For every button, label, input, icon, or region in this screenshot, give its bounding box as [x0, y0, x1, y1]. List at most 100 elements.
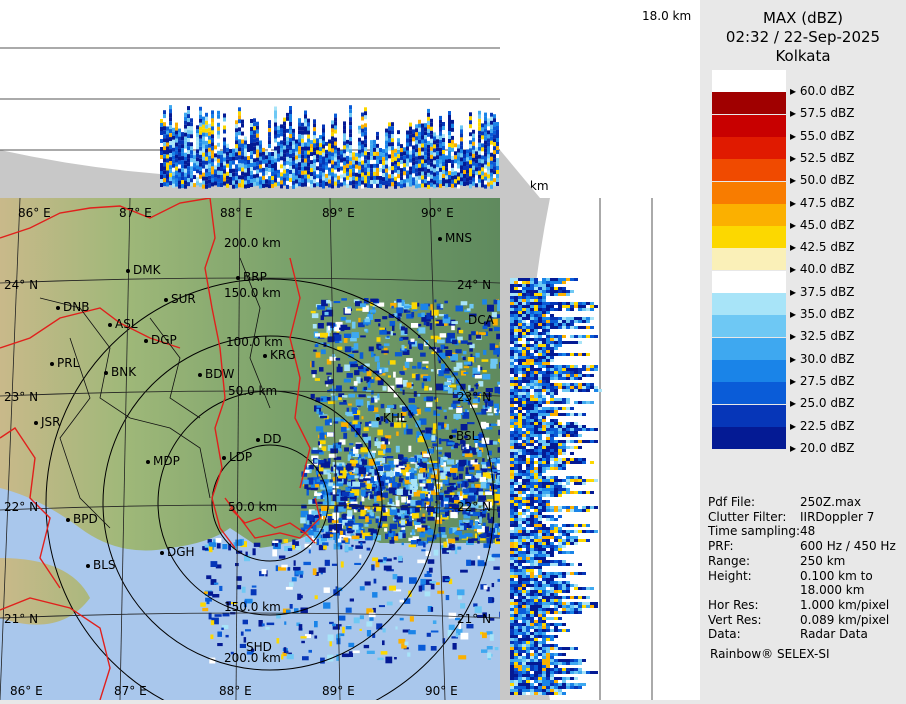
profile-echo-cell: [510, 332, 514, 335]
profile-echo-cell: [391, 178, 394, 182]
profile-echo-cell: [250, 159, 253, 163]
profile-echo-cell: [283, 134, 286, 138]
radar-echo-cell: [370, 310, 376, 313]
profile-echo-cell: [518, 347, 522, 350]
radar-echo-cell: [366, 368, 369, 371]
profile-echo-cell: [522, 368, 526, 371]
profile-echo-cell: [514, 572, 518, 575]
profile-echo-cell: [178, 165, 181, 169]
profile-echo-cell: [211, 138, 214, 142]
profile-echo-cell: [313, 167, 316, 171]
profile-echo-cell: [550, 284, 554, 287]
profile-echo-cell: [469, 136, 472, 140]
radar-echo-cell: [444, 382, 451, 386]
profile-echo-cell: [274, 127, 277, 131]
profile-echo-cell: [534, 410, 538, 413]
profile-echo-cell: [510, 386, 514, 389]
profile-echo-cell: [518, 341, 522, 344]
profile-echo-cell: [542, 539, 546, 542]
profile-echo-cell: [542, 308, 546, 311]
profile-echo-cell: [514, 650, 518, 653]
radar-echo-cell: [384, 368, 388, 372]
profile-echo-cell: [298, 162, 301, 166]
profile-echo-cell: [472, 134, 475, 138]
profile-echo-cell: [518, 344, 522, 347]
profile-echo-cell: [247, 176, 250, 180]
profile-echo-cell: [331, 172, 334, 176]
radar-echo-cell: [424, 397, 427, 401]
profile-echo-cell: [163, 134, 166, 138]
profile-echo-cell: [223, 174, 226, 178]
profile-echo-cell: [510, 362, 514, 365]
profile-echo-cell: [436, 147, 439, 151]
profile-echo-cell: [570, 434, 574, 437]
profile-echo-cell: [307, 147, 310, 151]
profile-echo-cell: [301, 175, 304, 179]
profile-echo-cell: [199, 139, 202, 143]
profile-echo-cell: [355, 165, 358, 169]
profile-echo-cell: [518, 542, 522, 545]
profile-echo-cell: [554, 440, 558, 443]
profile-echo-cell: [232, 157, 235, 161]
profile-echo-cell: [298, 178, 301, 182]
radar-echo-cell: [390, 360, 396, 365]
profile-echo-cell: [534, 533, 538, 536]
profile-echo-cell: [518, 410, 522, 413]
profile-echo-cell: [187, 178, 190, 182]
profile-echo-cell: [518, 401, 522, 404]
profile-echo-cell: [202, 177, 205, 181]
profile-echo-cell: [493, 118, 496, 122]
radar-echo-cell: [483, 350, 486, 355]
profile-echo-cell: [522, 362, 526, 365]
profile-echo-cell: [538, 332, 542, 335]
profile-echo-cell: [526, 614, 530, 617]
profile-echo-cell: [538, 467, 542, 470]
profile-echo-cell: [289, 182, 292, 186]
profile-echo-cell: [514, 299, 518, 302]
profile-echo-cell: [526, 374, 530, 377]
profile-echo-cell: [244, 181, 247, 185]
radar-map[interactable]: 86° E 87° E 88° E 89° E 90° E 86° E 87° …: [0, 198, 500, 700]
profile-echo-cell: [546, 503, 550, 506]
profile-echo-cell: [286, 169, 289, 173]
profile-echo-cell: [496, 154, 499, 158]
profile-echo-cell: [518, 521, 522, 524]
profile-echo-cell: [226, 152, 229, 156]
profile-echo-cell: [562, 563, 566, 566]
radar-echo-cell: [496, 410, 499, 412]
profile-echo-cell: [546, 377, 550, 380]
profile-echo-cell: [534, 335, 538, 338]
profile-echo-cell: [514, 308, 518, 311]
profile-echo-cell: [337, 184, 340, 188]
profile-echo-cell: [518, 284, 522, 287]
profile-echo-cell: [522, 290, 526, 293]
profile-echo-cell: [286, 153, 289, 157]
profile-echo-cell: [522, 563, 526, 566]
profile-echo-cell: [530, 389, 534, 392]
profile-echo-cell: [530, 620, 534, 623]
profile-echo-cell: [196, 145, 199, 149]
profile-echo-cell: [510, 401, 514, 404]
profile-echo-cell: [208, 148, 211, 152]
profile-echo-cell: [562, 677, 566, 680]
profile-echo-cell: [550, 590, 554, 593]
profile-echo-cell: [415, 128, 418, 132]
profile-echo-cell: [590, 317, 594, 320]
profile-echo-cell: [172, 168, 175, 172]
profile-echo-cell: [289, 138, 292, 142]
profile-echo-cell: [530, 650, 534, 653]
profile-echo-cell: [550, 395, 554, 398]
profile-echo-cell: [391, 174, 394, 178]
profile-echo-cell: [442, 174, 445, 178]
profile-echo-cell: [160, 143, 163, 147]
profile-echo-cell: [530, 617, 534, 620]
profile-echo-cell: [522, 464, 526, 467]
profile-echo-cell: [379, 180, 382, 184]
profile-echo-cell: [241, 120, 244, 124]
profile-echo-cell: [522, 428, 526, 431]
profile-echo-cell: [379, 164, 382, 168]
profile-echo-cell: [286, 145, 289, 149]
profile-echo-cell: [570, 278, 574, 281]
radar-echo-cell: [311, 394, 315, 399]
profile-echo-cell: [451, 180, 454, 184]
